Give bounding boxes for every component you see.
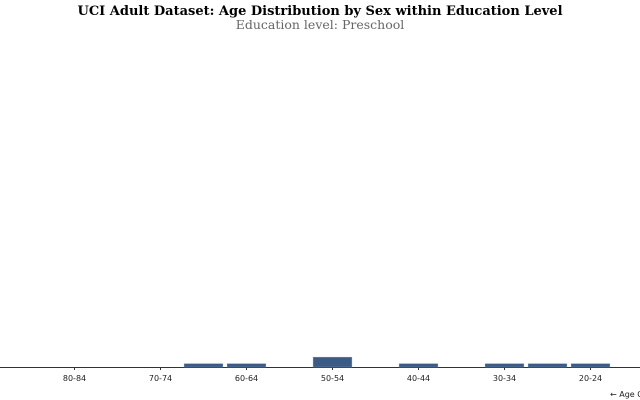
bar — [398, 363, 439, 368]
x-tick-label: 70-74 — [149, 374, 172, 383]
bar — [312, 356, 353, 368]
x-tick-label: 80-84 — [63, 374, 86, 383]
bar — [226, 363, 267, 368]
bar — [484, 363, 525, 368]
chart-subtitle: Education level: Preschool — [236, 17, 405, 32]
x-axis-title: ← Age Group — [610, 390, 640, 399]
bar — [183, 363, 224, 368]
bar — [527, 363, 568, 368]
x-tick-label: 40-44 — [407, 374, 430, 383]
x-tick-label: 30-34 — [493, 374, 516, 383]
x-tick-label: 60-64 — [235, 374, 258, 383]
bar — [570, 363, 611, 368]
x-tick-label: 50-54 — [321, 374, 344, 383]
x-tick-label: 20-24 — [579, 374, 602, 383]
chart-title: UCI Adult Dataset: Age Distribution by S… — [77, 4, 562, 19]
